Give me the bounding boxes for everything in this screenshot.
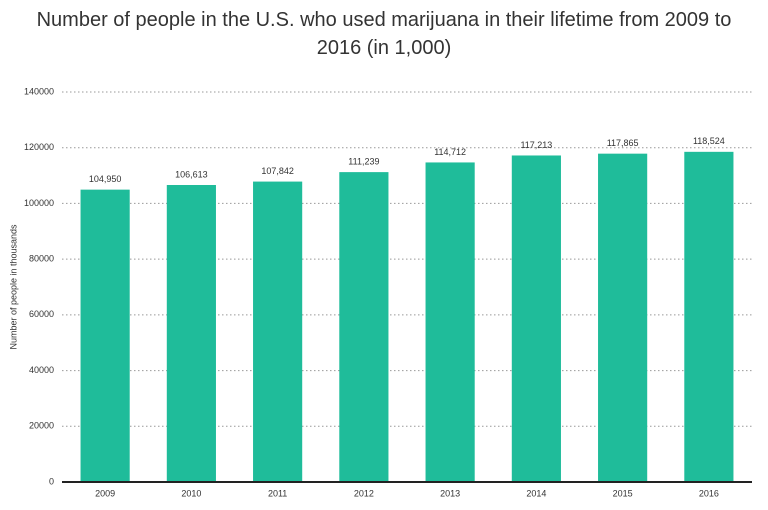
x-tick-label: 2011 [268,488,287,498]
x-tick-label: 2015 [613,488,633,498]
bar [425,162,475,483]
chart-title: Number of people in the U.S. who used ma… [36,9,732,59]
x-tick-label: 2012 [354,488,374,498]
value-label: 118,524 [693,136,725,146]
x-tick-label: 2013 [440,488,460,498]
value-label: 114,712 [434,147,466,157]
y-tick-label: 140000 [24,86,54,96]
value-label: 107,842 [261,166,294,176]
y-tick-label: 120000 [24,142,54,152]
y-tick-label: 100000 [24,198,54,208]
value-label: 117,865 [607,138,639,148]
bar [80,189,130,482]
bar [511,155,561,482]
y-tick-label: 40000 [29,365,54,375]
bar [253,181,303,482]
value-label: 111,239 [348,156,379,166]
x-tick-label: 2010 [181,488,201,498]
value-label: 104,950 [89,174,122,184]
y-tick-label: 0 [49,476,54,486]
bar [598,153,648,482]
y-tick-label: 80000 [29,254,54,264]
x-tick-label: 2014 [526,488,546,498]
y-tick-label: 60000 [29,309,54,319]
bar [339,172,389,482]
x-tick-label: 2016 [699,488,719,498]
bar [166,185,216,482]
y-axis-label: Number of people in thousands [8,224,18,350]
value-label: 106,613 [175,169,208,179]
value-label: 117,213 [520,140,552,150]
bar [684,151,734,483]
x-tick-label: 2009 [95,488,115,498]
y-tick-label: 20000 [29,421,54,431]
